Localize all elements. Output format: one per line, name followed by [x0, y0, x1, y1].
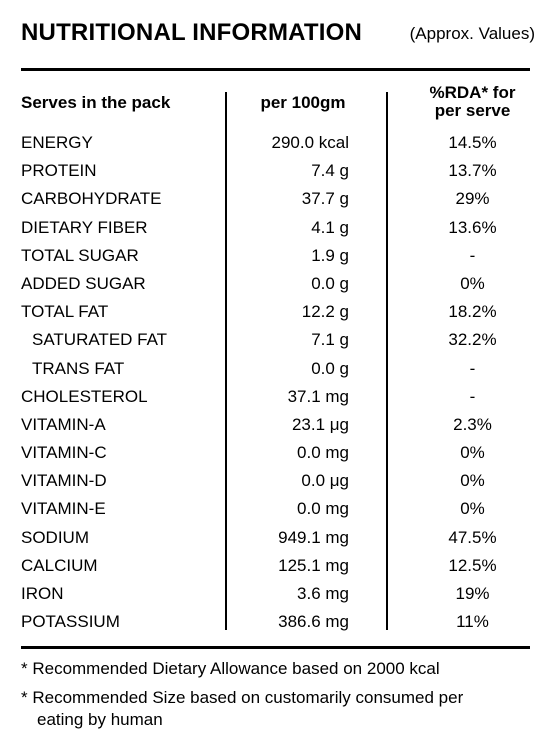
table-row: DIETARY FIBER 4.1 g 13.6% [0, 215, 555, 243]
column-header-rda-line1: %RDA* for [429, 83, 516, 102]
label-subtitle: (Approx. Values) [409, 24, 535, 43]
footnote-rda: * Recommended Dietary Allowance based on… [21, 659, 440, 678]
footnote-size-line2: eating by human [37, 710, 163, 729]
bottom-rule-divider [21, 646, 530, 649]
nutrient-rda-percent: 29% [455, 189, 490, 209]
table-row: SATURATED FAT 7.1 g 32.2% [0, 327, 555, 355]
table-row: PROTEIN 7.4 g 13.7% [0, 158, 555, 186]
nutrient-name: TRANS FAT [32, 358, 125, 378]
nutrient-table: ENERGY 290.0 kcal 14.5% PROTEIN 7.4 g 13.7% CA… [0, 130, 555, 637]
nutrient-name: CHOLESTEROL [21, 386, 148, 406]
label-title: NUTRITIONAL INFORMATION [21, 19, 363, 46]
table-row: POTASSIUM 386.6 mg 11% [0, 609, 555, 637]
nutrient-value-per-100gm: 3.6 mg [297, 584, 349, 603]
nutrient-value-per-100gm: 12.2 g [301, 302, 349, 322]
nutrient-name: IRON [21, 584, 64, 603]
nutrient-rda-percent: 12.5% [448, 555, 497, 575]
table-row: VITAMIN-A 23.1 μg 2.3% [0, 412, 555, 440]
nutrient-value-per-100gm: 23.1 μg [291, 414, 349, 434]
column-divider-right [386, 92, 388, 630]
nutrient-value-per-100gm: 386.6 mg [278, 612, 349, 632]
nutrient-rda-percent: 0% [460, 471, 485, 491]
table-row: CALCIUM 125.1 mg 12.5% [0, 553, 555, 581]
nutrient-name: SATURATED FAT [32, 330, 168, 350]
nutrient-rda-percent: 14.5% [448, 133, 497, 152]
nutrient-value-per-100gm: 0.0 mg [297, 499, 349, 519]
table-row: ADDED SUGAR 0.0 g 0% [0, 271, 555, 299]
nutrient-name: SODIUM [21, 527, 89, 547]
nutrient-value-per-100gm: 37.7 g [301, 189, 349, 209]
nutrient-value-per-100gm: 1.9 g [311, 245, 349, 265]
nutrient-name: POTASSIUM [21, 612, 120, 632]
nutrient-value-per-100gm: 125.1 mg [278, 555, 349, 575]
nutrient-name: ADDED SUGAR [21, 273, 146, 293]
nutrient-name: VITAMIN-A [21, 414, 106, 434]
nutrient-value-per-100gm: 4.1 g [311, 217, 349, 237]
nutrient-rda-percent: - [469, 386, 476, 406]
table-row: ENERGY 290.0 kcal 14.5% [0, 130, 555, 158]
table-row: TOTAL SUGAR 1.9 g - [0, 243, 555, 271]
nutrient-rda-percent: 32.2% [448, 330, 497, 350]
top-rule-divider [21, 68, 530, 71]
table-row: CARBOHYDRATE 37.7 g 29% [0, 186, 555, 214]
nutrient-name: VITAMIN-D [21, 471, 107, 491]
nutrient-value-per-100gm: 37.1 mg [287, 386, 349, 406]
nutrient-rda-percent: 18.2% [448, 302, 497, 322]
column-header-rda-line2: per serve [434, 101, 511, 120]
column-header-rda: %RDA* for per serve [395, 84, 550, 120]
nutrient-name: TOTAL FAT [21, 302, 109, 322]
nutrient-value-per-100gm: 7.4 g [311, 161, 349, 181]
table-row: IRON 3.6 mg 19% [0, 581, 555, 609]
column-divider-left [225, 92, 227, 630]
column-header-serves: Serves in the pack [21, 93, 171, 112]
nutrient-rda-percent: 13.7% [448, 161, 497, 181]
nutrient-name: VITAMIN-C [21, 443, 107, 463]
nutrient-value-per-100gm: 949.1 mg [278, 527, 349, 547]
nutrient-rda-percent: 47.5% [448, 527, 497, 547]
nutrient-rda-percent: 0% [460, 499, 485, 519]
nutrient-value-per-100gm: 0.0 μg [301, 471, 349, 491]
footnote-size-line1: * Recommended Size based on customarily … [21, 688, 464, 707]
nutrient-value-per-100gm: 7.1 g [311, 330, 349, 350]
table-row: SODIUM 949.1 mg 47.5% [0, 525, 555, 553]
table-row: CHOLESTEROL 37.1 mg - [0, 384, 555, 412]
table-row: VITAMIN-C 0.0 mg 0% [0, 440, 555, 468]
nutrient-name: DIETARY FIBER [21, 217, 148, 237]
nutrient-name: CARBOHYDRATE [21, 189, 162, 209]
table-row: TOTAL FAT 12.2 g 18.2% [0, 299, 555, 327]
column-header-per-100gm: per 100gm [260, 93, 346, 112]
nutrient-rda-percent: 19% [455, 584, 490, 603]
nutrient-rda-percent: - [469, 245, 476, 265]
nutrient-rda-percent: 13.6% [448, 217, 497, 237]
nutrient-name: PROTEIN [21, 161, 97, 181]
nutrient-value-per-100gm: 290.0 kcal [271, 133, 350, 152]
nutrient-name: CALCIUM [21, 555, 98, 575]
nutrient-rda-percent: - [469, 358, 476, 378]
footnote-size: * Recommended Size based on customarily … [21, 687, 541, 731]
nutrient-name: TOTAL SUGAR [21, 245, 139, 265]
nutrient-rda-percent: 2.3% [453, 414, 492, 434]
table-row: TRANS FAT 0.0 g - [0, 356, 555, 384]
nutrient-name: ENERGY [21, 133, 93, 152]
nutrient-rda-percent: 0% [460, 273, 485, 293]
nutrient-name: VITAMIN-E [21, 499, 106, 519]
nutrient-value-per-100gm: 0.0 g [311, 358, 349, 378]
table-row: VITAMIN-E 0.0 mg 0% [0, 496, 555, 524]
table-row: VITAMIN-D 0.0 μg 0% [0, 468, 555, 496]
nutrient-value-per-100gm: 0.0 mg [297, 443, 349, 463]
nutrient-value-per-100gm: 0.0 g [311, 273, 349, 293]
nutrient-rda-percent: 11% [456, 612, 489, 632]
nutrient-rda-percent: 0% [460, 443, 485, 463]
